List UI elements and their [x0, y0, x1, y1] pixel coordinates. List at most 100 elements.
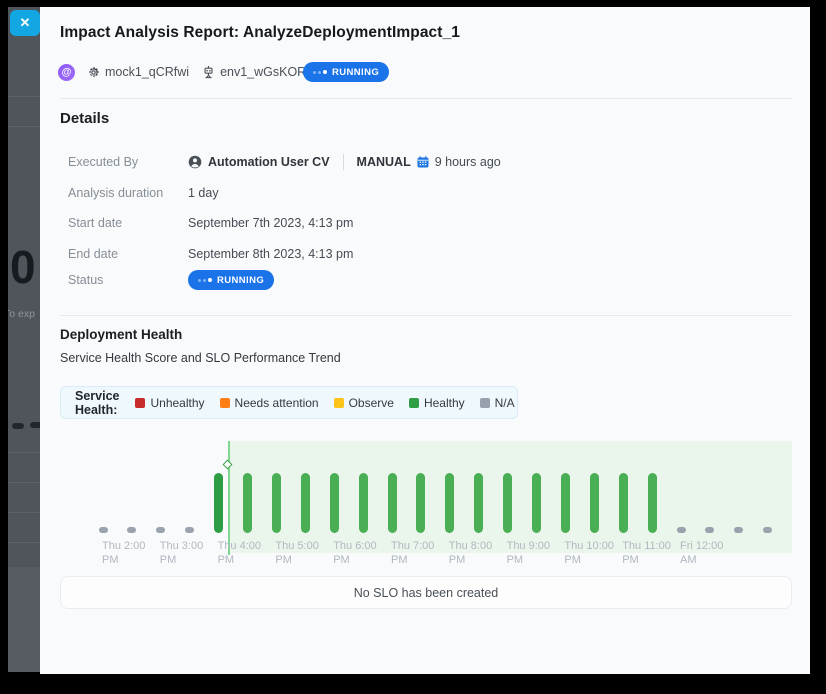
x-axis-tick-label: Thu 10:00 PM: [564, 540, 614, 566]
details-heading: Details: [60, 110, 110, 127]
legend-item: Needs attention: [219, 395, 319, 410]
background-fragment: [8, 482, 40, 483]
legend-swatch-icon: [408, 397, 419, 408]
deployment-marker-line: [227, 441, 230, 555]
legend-label: N/A: [494, 395, 515, 410]
legend-swatch-icon: [135, 397, 146, 408]
health-bar-thu-8-00-pm[interactable]: [445, 473, 455, 533]
detail-row-status: Status RUNNING: [68, 270, 275, 290]
legend-item: Healthy: [408, 395, 465, 410]
x-axis-tick-label: Thu 11:00 PM: [622, 540, 671, 566]
background-fragment: [12, 423, 24, 429]
legend-title: Service Health:: [75, 388, 120, 417]
health-bar-thu-11-30-pm[interactable]: [647, 473, 657, 533]
health-bar-thu-7-30-pm[interactable]: [416, 473, 426, 533]
analysis-duration-value: 1 day: [188, 186, 219, 200]
modal-title: Impact Analysis Report: AnalyzeDeploymen…: [60, 24, 460, 41]
x-axis-tick-label: Fri 12:00 AM: [680, 540, 724, 566]
health-bar-thu-5-00-pm[interactable]: [271, 473, 281, 533]
running-dots-icon: [198, 278, 212, 282]
status-badge: RUNNING: [188, 270, 275, 290]
health-bar-fri-1-30-am[interactable]: [763, 527, 773, 533]
health-bar-thu-2-30-pm[interactable]: [127, 527, 137, 533]
status-value: RUNNING: [217, 274, 265, 286]
mock-reference[interactable]: mock1_qCRfwi: [87, 65, 189, 79]
health-bar-thu-3-00-pm[interactable]: [156, 527, 166, 533]
header-divider: [60, 98, 792, 99]
health-bar-thu-7-00-pm[interactable]: [387, 473, 397, 533]
background-fragment: [8, 542, 40, 543]
detail-label: Start date: [68, 216, 123, 230]
service-health-chart[interactable]: Thu 2:00 PM Thu 3:00 PM Thu 4:00 PM Thu 5:00 PM…: [60, 435, 792, 573]
calendar-icon: [417, 156, 429, 168]
health-bar-thu-5-30-pm[interactable]: [300, 473, 310, 533]
detail-row-start-date: Start date September 7th 2023, 4:13 pm: [68, 213, 353, 233]
detail-row-executed-by: Executed By Automation User CV MANUAL 9 …: [68, 152, 501, 172]
background-fragment: [8, 96, 40, 97]
environment-reference[interactable]: env1_wGsKOR: [202, 65, 306, 79]
close-icon: ✕: [19, 15, 31, 30]
section-divider: [60, 315, 792, 316]
dimmed-background-page: 0 To exp: [8, 7, 40, 672]
detail-row-end-date: End date September 8th 2023, 4:13 pm: [68, 244, 353, 264]
background-fragment: [8, 567, 40, 672]
legend-item: Unhealthy: [135, 395, 205, 410]
value-separator: [342, 154, 344, 170]
detail-label: Executed By: [68, 155, 139, 169]
report-meta-row: @ mock1_qCRfwi env1_wGsKOR RUNNING: [58, 61, 798, 83]
trigger-type: MANUAL: [356, 155, 411, 169]
environment-robot-icon: [202, 65, 215, 79]
legend-swatch-icon: [219, 397, 230, 408]
service-health-legend: Service Health: Unhealthy Needs attention…: [60, 386, 518, 419]
health-bar-thu-10-00-pm[interactable]: [560, 473, 570, 533]
environment-name: env1_wGsKOR: [220, 65, 307, 79]
background-partial-number: 0: [10, 241, 36, 293]
legend-item: Observe: [333, 396, 394, 410]
health-bar-fri-1-00-am[interactable]: [734, 527, 744, 533]
user-icon: [188, 155, 202, 169]
health-bar-thu-6-30-pm[interactable]: [358, 473, 368, 533]
health-bar-thu-4-30-pm[interactable]: [243, 473, 252, 533]
close-button[interactable]: ✕: [10, 10, 40, 36]
health-bar-thu-9-30-pm[interactable]: [532, 473, 541, 533]
detail-label: End date: [68, 247, 119, 261]
x-axis-tick-label: Thu 3:00 PM: [159, 540, 204, 566]
legend-swatch-icon: [479, 397, 490, 408]
health-bar-thu-9-00-pm[interactable]: [503, 473, 513, 533]
x-axis-tick-label: Thu 5:00 PM: [275, 540, 319, 566]
x-axis-tick-label: Thu 7:00 PM: [391, 540, 435, 566]
chart-subtitle: Service Health Score and SLO Performance…: [60, 351, 341, 365]
status-badge-label: RUNNING: [332, 66, 380, 78]
x-axis-tick-label: Thu 2:00 PM: [102, 540, 146, 566]
detail-label: Status: [68, 273, 104, 287]
detail-row-analysis-duration: Analysis duration 1 day: [68, 183, 219, 203]
deployment-health-heading: Deployment Health: [60, 327, 183, 342]
running-dots-icon: [313, 70, 327, 74]
health-bar-thu-11-00-pm[interactable]: [618, 473, 628, 533]
health-bar-fri-12-00-am[interactable]: [676, 527, 686, 533]
background-fragment: [8, 512, 40, 513]
health-bar-thu-4-00-pm[interactable]: [214, 473, 224, 533]
health-bar-thu-6-00-pm[interactable]: [329, 473, 339, 533]
health-bar-thu-8-30-pm[interactable]: [474, 473, 484, 533]
x-axis-tick-label: Thu 4:00 PM: [217, 540, 262, 566]
health-bar-fri-12-30-am[interactable]: [705, 527, 715, 533]
report-avatar-icon: @: [58, 63, 75, 81]
health-bar-thu-3-30-pm[interactable]: [185, 527, 195, 533]
health-bar-thu-10-30-pm[interactable]: [589, 473, 599, 533]
legend-item: N/A: [479, 395, 515, 410]
start-date-value: September 7th 2023, 4:13 pm: [188, 216, 354, 230]
impact-analysis-modal: Impact Analysis Report: AnalyzeDeploymen…: [40, 7, 810, 674]
gear-icon: [87, 66, 100, 79]
health-bar-thu-2-00-pm[interactable]: [98, 527, 108, 533]
legend-label: Healthy: [423, 395, 465, 410]
executed-by-user: Automation User CV: [208, 155, 330, 169]
legend-label: Unhealthy: [150, 395, 205, 410]
legend-label: Needs attention: [234, 395, 319, 410]
no-slo-message: No SLO has been created: [353, 585, 499, 600]
status-badge: RUNNING: [303, 62, 390, 82]
end-date-value: September 8th 2023, 4:13 pm: [188, 247, 354, 261]
mock-name: mock1_qCRfwi: [105, 65, 190, 79]
x-axis-tick-label: Thu 6:00 PM: [333, 540, 377, 566]
legend-swatch-icon: [333, 397, 344, 408]
